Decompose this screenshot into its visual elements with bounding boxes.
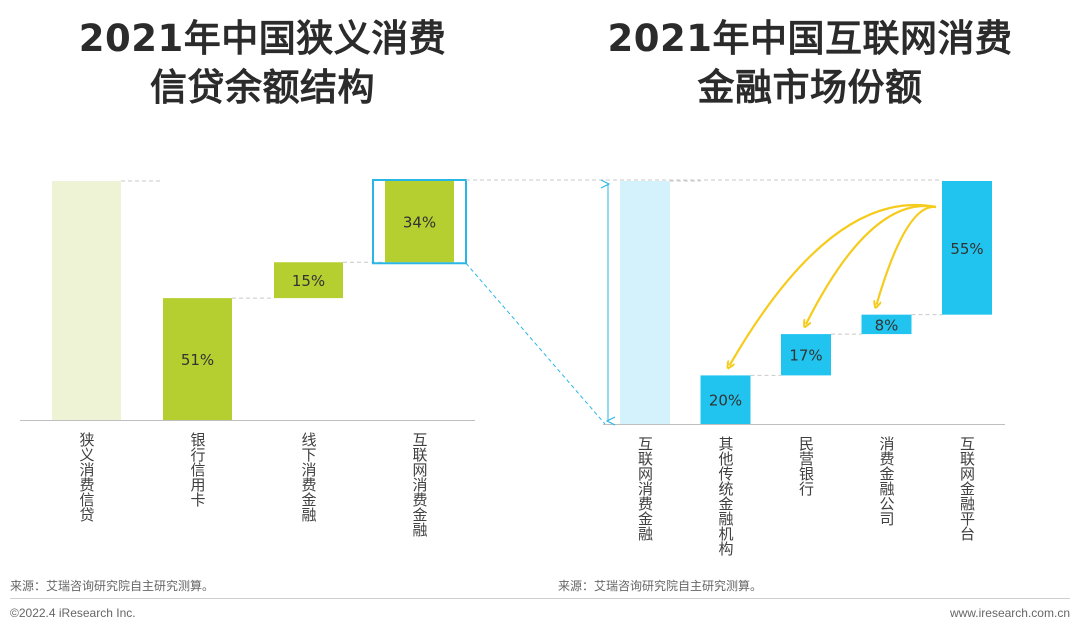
right-bar-4: [861, 314, 912, 335]
left-chart-title: 2021年中国狭义消费 信贷余额结构: [0, 14, 525, 112]
left-chart: 51% 15% 34%: [20, 180, 475, 421]
right-bar-3: [781, 334, 831, 376]
flow-arrow-2: [806, 204, 937, 324]
right-bar-5: [942, 181, 992, 315]
flow-arrow-3: [877, 205, 937, 305]
footer-website: www.iresearch.com.cn: [949, 606, 1070, 620]
footer-divider: [10, 598, 1070, 599]
right-data-label-3: 17%: [789, 347, 822, 365]
right-category-label-2: 其他传统金融机构: [716, 436, 735, 556]
left-title-line2: 信贷余额结构: [150, 66, 375, 109]
left-bar-4: [385, 181, 454, 263]
left-category-label-4: 互联网消费金融: [410, 432, 429, 537]
right-bar-2: [700, 375, 751, 424]
right-bar-1: [620, 181, 670, 424]
flow-arrow-1: [730, 203, 937, 365]
left-category-label-2: 银行信用卡: [188, 432, 207, 507]
right-category-label-5: 互联网金融平台: [958, 436, 976, 541]
left-data-label-2: 51%: [181, 351, 214, 369]
left-bar-3: [274, 262, 343, 299]
footer-copyright: ©2022.4 iResearch Inc.: [10, 606, 136, 620]
right-title-line2: 金融市场份额: [697, 66, 923, 109]
right-category-label-4: 消费金融公司: [877, 436, 896, 526]
left-category-label-1: 狭义消费信贷: [77, 432, 96, 522]
source-note-left: 来源：艾瑞咨询研究院自主研究测算。: [10, 579, 215, 593]
right-data-label-5: 55%: [950, 240, 983, 258]
right-chart-title: 2021年中国互联网消费 金融市场份额: [540, 14, 1080, 112]
left-bar-2: [163, 298, 232, 420]
left-data-label-3: 15%: [292, 272, 325, 290]
left-category-label-3: 线下消费金融: [299, 432, 318, 522]
right-category-label-1: 互联网消费金融: [636, 436, 654, 541]
expand-connector-line: [465, 262, 606, 425]
left-bar-1: [52, 181, 121, 420]
right-data-label-2: 20%: [709, 392, 742, 410]
left-title-line1: 2021年中国狭义消费: [78, 17, 447, 60]
right-chart: 20% 17% 8% 55%: [603, 180, 1005, 425]
right-category-label-3: 民营银行: [797, 436, 815, 496]
highlight-box: [372, 179, 467, 265]
left-data-label-4: 34%: [403, 214, 436, 232]
connector-lines: [372, 179, 940, 425]
source-note-right: 来源：艾瑞咨询研究院自主研究测算。: [558, 579, 763, 593]
right-title-line1: 2021年中国互联网消费: [607, 17, 1013, 60]
right-data-label-4: 8%: [875, 316, 899, 334]
